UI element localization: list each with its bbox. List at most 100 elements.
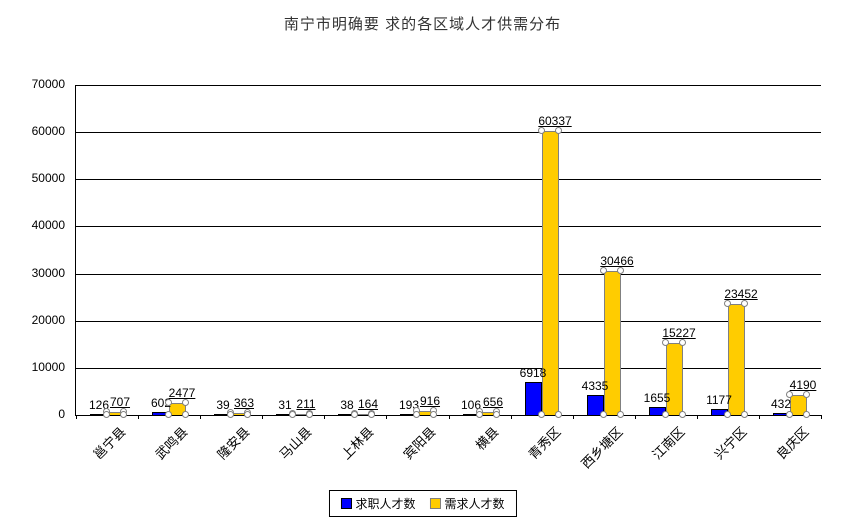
legend-label-jobseekers: 求职人才数	[355, 497, 416, 511]
y-axis-tick-label: 0	[58, 407, 65, 421]
selection-handle[interactable]	[493, 411, 500, 418]
selection-handle[interactable]	[413, 411, 420, 418]
selection-handle[interactable]	[555, 127, 562, 134]
bar-demand-7[interactable]	[542, 131, 559, 415]
selection-handle[interactable]	[724, 300, 731, 307]
gridline-50000	[76, 179, 821, 180]
selection-handle[interactable]	[476, 411, 483, 418]
selection-handle[interactable]	[182, 399, 189, 406]
y-axis-tick-label: 60000	[31, 124, 65, 138]
bar-demand-1[interactable]	[169, 403, 186, 415]
value-label-demand-1: 2477	[168, 386, 196, 400]
selection-handle[interactable]	[165, 399, 172, 406]
selection-handle[interactable]	[600, 267, 607, 274]
legend[interactable]: 求职人才数 需求人才数	[328, 490, 517, 517]
x-axis-tick	[200, 415, 201, 419]
gridline-60000	[76, 132, 821, 133]
x-axis-category-label-10: 兴宁区	[711, 424, 750, 463]
x-axis-tick	[449, 415, 450, 419]
bar-demand-8[interactable]	[604, 271, 621, 415]
selection-handle[interactable]	[555, 411, 562, 418]
selection-handle[interactable]	[103, 411, 110, 418]
x-axis-tick	[573, 415, 574, 419]
selection-handle[interactable]	[306, 411, 313, 418]
value-label-demand-8: 30466	[600, 254, 634, 268]
gridline-20000	[76, 321, 821, 322]
selection-handle[interactable]	[679, 339, 686, 346]
value-label-demand-3: 211	[296, 397, 316, 411]
value-label-demand-10: 23452	[724, 287, 758, 301]
x-axis-tick	[76, 415, 77, 419]
bar-jobseeker-7[interactable]	[525, 382, 542, 415]
gridline-10000	[76, 368, 821, 369]
x-axis-tick	[262, 415, 263, 419]
legend-label-demand: 需求人才数	[444, 497, 505, 511]
selection-handle[interactable]	[182, 411, 189, 418]
selection-handle[interactable]	[662, 339, 669, 346]
selection-handle[interactable]	[803, 391, 810, 398]
selection-handle[interactable]	[600, 411, 607, 418]
selection-handle[interactable]	[741, 411, 748, 418]
legend-item-demand: 需求人才数	[429, 495, 505, 512]
value-label-jobseeker-3: 31	[278, 398, 292, 412]
value-label-jobseeker-8: 4335	[581, 379, 609, 393]
value-label-demand-4: 164	[357, 397, 379, 411]
selection-handle[interactable]	[662, 411, 669, 418]
x-axis-tick	[386, 415, 387, 419]
x-axis-category-label-11: 良庆区	[773, 424, 812, 463]
value-label-demand-0: 707	[109, 395, 131, 409]
x-axis-category-label-0: 邕宁县	[90, 424, 129, 463]
y-axis-tick-label: 20000	[31, 313, 65, 327]
legend-swatch-demand	[429, 498, 441, 509]
selection-handle[interactable]	[227, 411, 234, 418]
selection-handle[interactable]	[120, 411, 127, 418]
x-axis-category-label-8: 西乡塘区	[578, 424, 626, 472]
x-axis-category-label-2: 隆安县	[214, 424, 253, 463]
gridline-40000	[76, 226, 821, 227]
y-axis-tick-label: 40000	[31, 218, 65, 232]
x-axis-category-label-4: 上林县	[338, 424, 377, 463]
bar-demand-11[interactable]	[790, 395, 807, 415]
bar-demand-9[interactable]	[666, 343, 683, 415]
y-axis-tick-label: 50000	[31, 171, 65, 185]
selection-handle[interactable]	[679, 411, 686, 418]
selection-handle[interactable]	[803, 411, 810, 418]
bar-demand-10[interactable]	[728, 304, 745, 415]
bar-jobseeker-8[interactable]	[587, 395, 604, 415]
value-label-demand-2: 363	[233, 396, 255, 410]
x-axis-tick	[635, 415, 636, 419]
x-axis-category-label-5: 宾阳县	[400, 424, 439, 463]
selection-handle[interactable]	[368, 411, 375, 418]
selection-handle[interactable]	[289, 411, 296, 418]
selection-handle[interactable]	[617, 411, 624, 418]
plot-area: 126 707 602 2477 39 363 31 211 38 164 193 916 106 656…	[75, 85, 822, 419]
selection-handle[interactable]	[430, 411, 437, 418]
selection-handle[interactable]	[786, 411, 793, 418]
value-label-jobseeker-7: 6918	[519, 366, 547, 380]
value-label-demand-6: 656	[482, 395, 504, 409]
selection-handle[interactable]	[538, 411, 545, 418]
selection-handle[interactable]	[786, 391, 793, 398]
legend-swatch-jobseekers	[340, 498, 352, 509]
selection-handle[interactable]	[538, 127, 545, 134]
selection-handle[interactable]	[244, 411, 251, 418]
x-axis-category-label-1: 武鸣县	[152, 424, 191, 463]
x-axis-category-label-9: 江南区	[649, 424, 688, 463]
x-axis-tick	[697, 415, 698, 419]
x-axis-tick	[511, 415, 512, 419]
value-label-jobseeker-9: 1655	[643, 391, 671, 405]
value-label-demand-9: 15227	[662, 326, 696, 340]
selection-handle[interactable]	[351, 411, 358, 418]
selection-handle[interactable]	[724, 411, 731, 418]
value-label-demand-7: 60337	[538, 114, 572, 128]
selection-handle[interactable]	[741, 300, 748, 307]
value-label-jobseeker-11: 432	[770, 397, 792, 411]
chart-title: 南宁市明确要 求的各区域人才供需分布	[283, 16, 562, 33]
value-label-demand-11: 4190	[789, 378, 817, 392]
value-label-demand-5: 916	[419, 394, 441, 408]
selection-handle[interactable]	[617, 267, 624, 274]
selection-handle[interactable]	[165, 411, 172, 418]
x-axis-tick	[138, 415, 139, 419]
y-axis-tick-label: 70000	[31, 77, 65, 91]
